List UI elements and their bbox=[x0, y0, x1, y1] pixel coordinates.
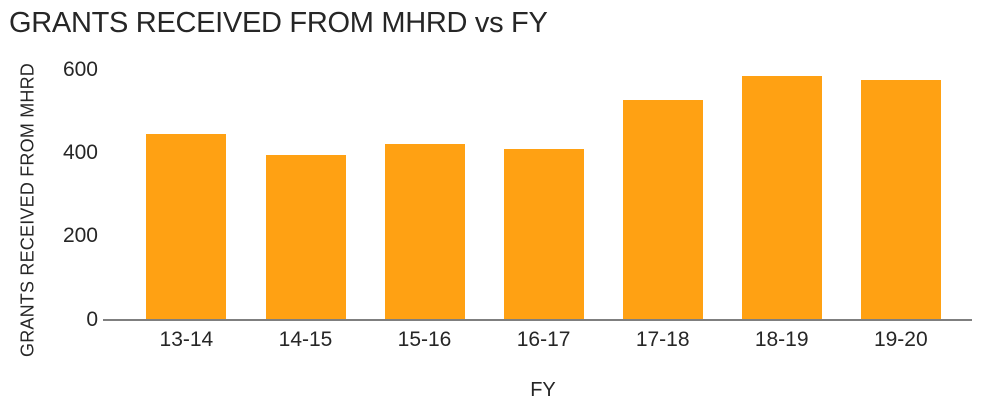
x-tick-label-14-15: 14-15 bbox=[278, 328, 333, 351]
plot-area bbox=[103, 60, 972, 321]
x-tick-label-18-19: 18-19 bbox=[754, 328, 809, 351]
bar-14-15 bbox=[265, 155, 346, 319]
x-tick-label-19-20: 19-20 bbox=[873, 328, 928, 351]
x-tick-label-15-16: 15-16 bbox=[397, 328, 452, 351]
y-tick-label-0: 0 bbox=[86, 307, 98, 331]
y-tick-label-400: 400 bbox=[62, 141, 98, 165]
x-axis-line bbox=[103, 319, 972, 321]
bar-16-17 bbox=[503, 148, 584, 319]
bar-17-18 bbox=[622, 100, 703, 319]
bar-15-16 bbox=[384, 144, 465, 319]
y-tick-label-200: 200 bbox=[62, 224, 98, 248]
x-axis-title: FY bbox=[530, 379, 556, 401]
chart-title: GRANTS RECEIVED FROM MHRD vs FY bbox=[9, 7, 548, 39]
bar-18-19 bbox=[741, 76, 822, 319]
bar-19-20 bbox=[860, 80, 941, 319]
x-tick-label-16-17: 16-17 bbox=[516, 328, 571, 351]
y-tick-label-600: 600 bbox=[62, 58, 98, 81]
x-tick-label-17-18: 17-18 bbox=[635, 328, 690, 351]
x-tick-label-13-14: 13-14 bbox=[159, 328, 214, 351]
bar-13-14 bbox=[146, 134, 227, 319]
